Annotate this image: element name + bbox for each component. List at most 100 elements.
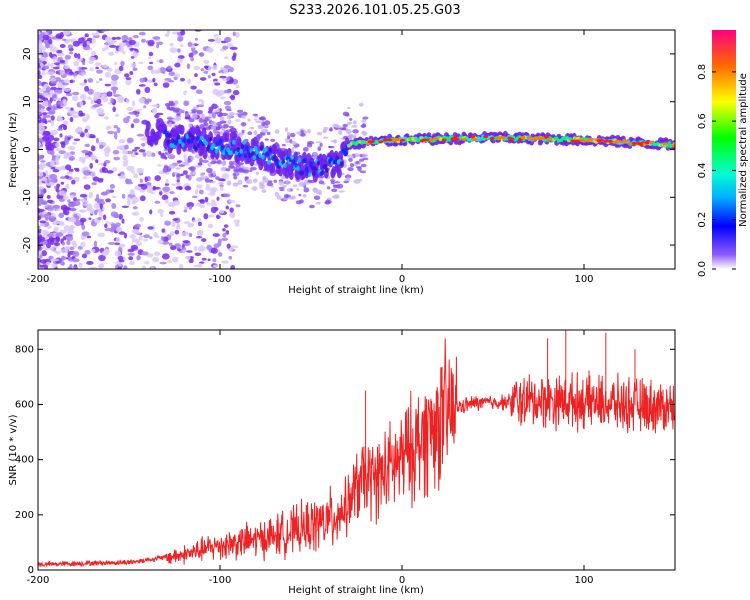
spectrogram-cell xyxy=(90,135,96,139)
spectrogram-cell xyxy=(51,263,57,268)
spectrogram-ridge-cell xyxy=(252,155,257,161)
spectrogram-cell xyxy=(183,100,189,107)
spectrogram-cell xyxy=(72,40,81,47)
spectrogram-cell xyxy=(113,82,118,85)
spectrogram-cell xyxy=(62,235,67,241)
spectrogram-cell xyxy=(205,126,211,131)
spectrogram-ridge-cell xyxy=(200,135,204,141)
spectrogram-cell xyxy=(161,194,169,201)
spectrogram-cell xyxy=(44,230,49,235)
spectrogram-cell xyxy=(50,160,55,165)
spectrogram-cell xyxy=(65,92,73,97)
spectrogram-peak-cell xyxy=(500,135,506,139)
spectrogram-cell xyxy=(235,204,241,208)
spectrogram-cell xyxy=(157,239,164,244)
spectrogram-cell xyxy=(104,228,112,232)
spectrogram-cell xyxy=(90,154,95,160)
spectrogram-ridge-cell xyxy=(194,146,198,152)
spectrogram-cell xyxy=(148,56,152,60)
spectrogram-cell xyxy=(79,133,85,138)
spectrogram-cell xyxy=(143,234,150,239)
spectrogram-cell xyxy=(206,167,213,174)
spectrogram-cell xyxy=(292,184,298,187)
spectrogram-ridge-cell xyxy=(195,136,200,142)
spectrogram-cell xyxy=(159,66,166,74)
spectrogram-cell xyxy=(131,201,136,205)
spectrogram-cell xyxy=(167,103,174,106)
spectrogram-ridge-cell xyxy=(290,154,294,160)
spectrogram-cell xyxy=(60,123,66,128)
spectrogram-cell xyxy=(136,241,142,246)
spectrogram-cell xyxy=(111,36,117,41)
spectrogram-cell xyxy=(94,209,98,216)
spectrogram-cell xyxy=(306,129,312,134)
spectrogram-cell xyxy=(72,200,81,207)
spectrogram-cell xyxy=(63,120,69,126)
spectrogram-ridge-cell xyxy=(188,132,192,138)
spectrogram-cell xyxy=(190,171,194,175)
spectrogram-cell xyxy=(230,166,236,169)
spectrogram-cell xyxy=(38,224,45,227)
spectrogram-cell xyxy=(82,117,88,123)
spectrogram-cell xyxy=(125,79,132,86)
spectrogram-ridge-cell xyxy=(242,139,246,145)
spectrogram-cell xyxy=(57,81,63,89)
spectrogram-cell xyxy=(214,37,222,43)
spectrogram-cell xyxy=(221,260,229,264)
spectrogram-cell xyxy=(145,150,153,157)
spectrogram-cell xyxy=(346,107,351,110)
spectrogram-cell xyxy=(116,145,124,150)
spectrogram-marks xyxy=(38,30,675,269)
spectrogram-cell xyxy=(169,191,175,195)
spectrogram-cell xyxy=(133,118,140,124)
spectrogram-cell xyxy=(238,168,245,173)
spectrogram-ridge-cell xyxy=(288,169,294,180)
spectrogram-cell xyxy=(100,191,108,196)
spectrogram-cell xyxy=(196,235,203,239)
spectrogram-cell xyxy=(212,64,218,71)
spectrogram-cell xyxy=(49,97,54,102)
spectrogram-cell xyxy=(38,111,41,116)
spectrogram-cell xyxy=(41,52,48,59)
spectrogram-cell xyxy=(106,91,113,97)
spectrogram-cell xyxy=(222,124,229,129)
spectrogram-cell xyxy=(249,169,253,172)
spectrogram-cell xyxy=(214,112,222,115)
spectrogram-cell xyxy=(245,179,253,185)
spectrogram-cell xyxy=(177,48,181,53)
spectrogram-cell xyxy=(190,156,195,161)
spectrogram-cell xyxy=(158,188,162,192)
colorbar-tick-label: 0.0 xyxy=(697,261,708,277)
spectrogram-cell xyxy=(188,232,193,238)
spectrogram-cell xyxy=(214,206,219,212)
spectrogram-ridge-cell xyxy=(479,137,484,141)
spectrogram-x-tick-label: -200 xyxy=(27,274,50,285)
spectrogram-cell xyxy=(168,122,173,128)
spectrogram-cell xyxy=(79,94,87,100)
colorbar-label: Normalized spectral amplitude xyxy=(738,73,749,227)
spectrogram-cell xyxy=(329,179,336,182)
spectrogram-cell xyxy=(80,241,86,248)
spectrogram-cell xyxy=(143,105,147,109)
spectrogram-cell xyxy=(39,259,48,264)
spectrogram-cell xyxy=(201,116,206,120)
spectrogram-cell xyxy=(225,168,231,172)
spectrogram-cell xyxy=(121,34,129,42)
spectrogram-cell xyxy=(139,216,144,222)
spectrogram-cell xyxy=(46,242,52,249)
spectrogram-cell xyxy=(223,193,231,198)
spectrogram-cell xyxy=(134,146,141,150)
spectrogram-cell xyxy=(52,56,58,62)
spectrogram-cell xyxy=(118,42,126,48)
spectrogram-cell xyxy=(79,112,86,117)
spectrogram-cell xyxy=(89,266,98,269)
spectrogram-cell xyxy=(108,44,117,48)
spectrogram-cell xyxy=(45,139,50,144)
spectrogram-cell xyxy=(42,130,51,137)
spectrogram-cell xyxy=(122,150,129,155)
spectrogram-cell xyxy=(45,86,51,93)
spectrogram-cell xyxy=(291,141,297,146)
spectrogram-ridge-cell xyxy=(264,146,268,152)
spectrogram-cell xyxy=(98,254,106,262)
snr-x-tick-label: 0 xyxy=(399,575,405,586)
